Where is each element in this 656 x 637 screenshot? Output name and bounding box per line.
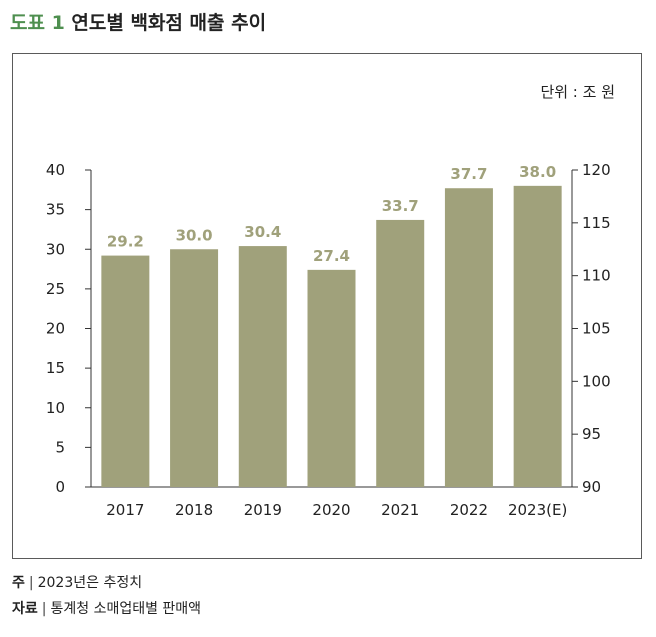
unit-label: 단위 : 조 원 bbox=[540, 83, 615, 101]
bar bbox=[376, 219, 425, 488]
x-tick-label: 2021 bbox=[381, 501, 419, 519]
y-tick-label-left: 15 bbox=[46, 359, 65, 377]
x-tick-label: 2018 bbox=[175, 501, 213, 519]
y-tick-label-left: 35 bbox=[46, 201, 65, 219]
bar bbox=[170, 249, 219, 487]
y-tick-label-right: 120 bbox=[582, 161, 611, 179]
y-tick-label-left: 25 bbox=[46, 280, 65, 298]
source-row: 자료 | 통계청 소매업태별 판매액 bbox=[12, 601, 202, 617]
bar bbox=[101, 255, 150, 487]
y-tick-label-left: 30 bbox=[46, 240, 65, 258]
x-tick-label: 2017 bbox=[106, 501, 144, 519]
bar-value-label: 38.0 bbox=[519, 163, 556, 181]
x-tick-label: 2019 bbox=[244, 501, 282, 519]
bar-chart: 단위 : 조 원 0 5 10 15 20 25 30 35 40 90 95 100 105 110 115… bbox=[46, 83, 615, 519]
y-tick-label-right: 100 bbox=[582, 372, 611, 390]
source-text: 통계청 소매업태별 판매액 bbox=[50, 601, 202, 617]
note-row: 주 | 2023년은 추정치 bbox=[12, 575, 143, 591]
bar-value-label: 37.7 bbox=[450, 165, 487, 183]
y-tick-label-right: 110 bbox=[582, 267, 611, 285]
bar bbox=[513, 185, 562, 487]
note-text: 2023년은 추정치 bbox=[37, 575, 143, 591]
y-tick-label-right: 105 bbox=[582, 320, 611, 338]
y-tick-label-left: 0 bbox=[55, 478, 65, 496]
bar-value-label: 27.4 bbox=[313, 247, 350, 265]
y-tick-label-right: 115 bbox=[582, 214, 611, 232]
chart-title: 도표 1 연도별 백화점 매출 추이 bbox=[10, 8, 266, 35]
x-tick-label: 2020 bbox=[312, 501, 350, 519]
note-label: 주 bbox=[12, 575, 25, 591]
chart-frame: 단위 : 조 원 0 5 10 15 20 25 30 35 40 90 95 100 105 110 115… bbox=[12, 53, 642, 559]
y-tick-label-right: 95 bbox=[582, 425, 601, 443]
bar bbox=[444, 188, 493, 488]
y-tick-label-right: 90 bbox=[582, 478, 601, 496]
bar bbox=[238, 246, 287, 487]
x-tick-label: 2022 bbox=[450, 501, 488, 519]
bar bbox=[307, 269, 356, 487]
notes: 주 | 2023년은 추정치 자료 | 통계청 소매업태별 판매액 bbox=[12, 570, 201, 622]
x-tick-label: 2023(E) bbox=[508, 501, 567, 519]
y-tick-label-left: 20 bbox=[46, 320, 65, 338]
y-tick-label-left: 40 bbox=[46, 161, 65, 179]
bar-value-label: 33.7 bbox=[382, 197, 419, 215]
bar-value-label: 29.2 bbox=[107, 233, 144, 251]
bar-value-label: 30.4 bbox=[244, 223, 281, 241]
source-label: 자료 bbox=[12, 601, 38, 617]
y-tick-label-left: 10 bbox=[46, 399, 65, 417]
figure-label: 도표 1 bbox=[10, 12, 65, 34]
y-tick-label-left: 5 bbox=[55, 438, 65, 456]
bar-value-label: 30.0 bbox=[176, 226, 213, 244]
figure-title: 연도별 백화점 매출 추이 bbox=[71, 12, 267, 34]
